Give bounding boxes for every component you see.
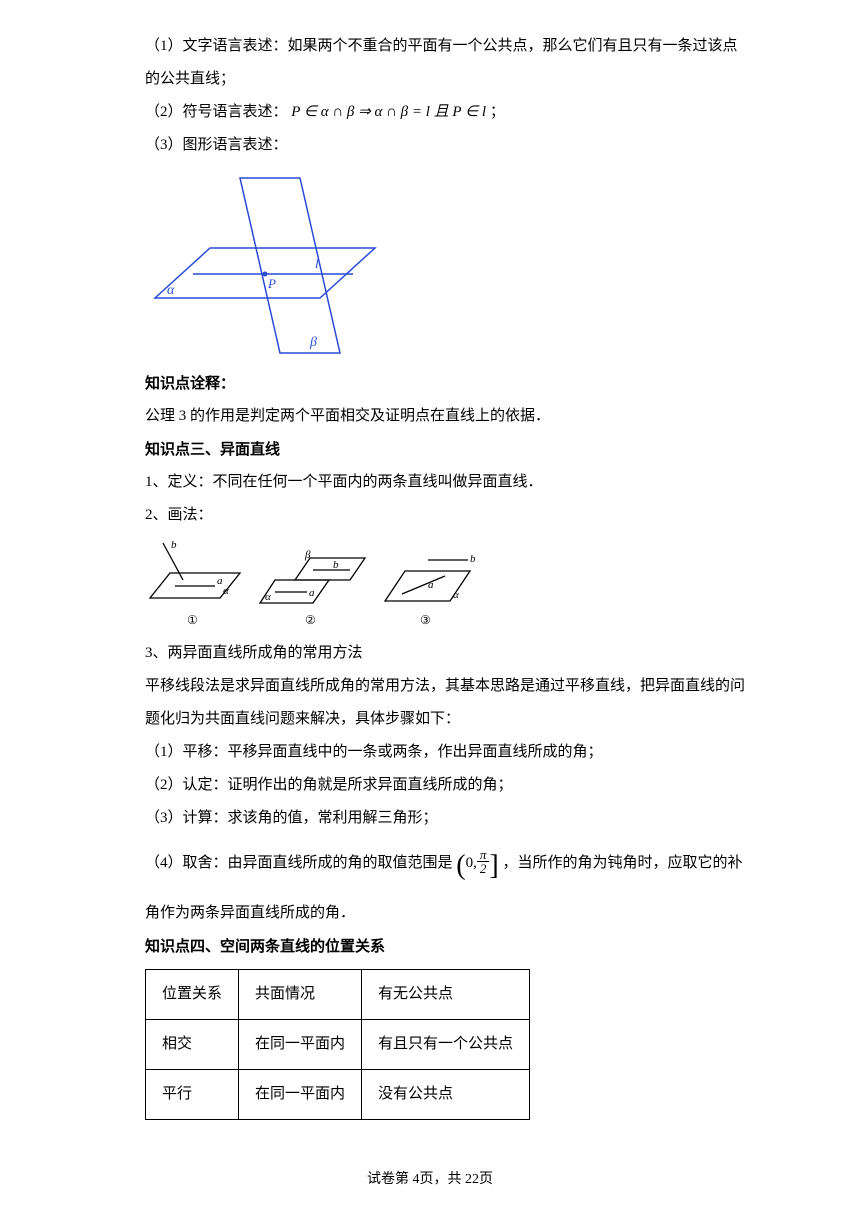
svg-text:①: ① <box>187 613 198 627</box>
para-3: （3）图形语言表述： <box>145 129 745 162</box>
k3-step3: （3）计算：求该角的值，常利用解三角形； <box>145 802 745 835</box>
formula-symbolic: P ∈ α ∩ β ⇒ α ∩ β = l 且 P ∈ l <box>291 104 486 120</box>
k3-body1: 平移线段法是求异面直线所成角的常用方法，其基本思路是通过平移直线，把异面直线的问… <box>145 670 745 736</box>
svg-text:α: α <box>453 589 459 601</box>
heading-k3: 知识点三、异面直线 <box>145 433 745 466</box>
document-body: （1）文字语言表述：如果两个不重合的平面有一个公共点，那么它们有且只有一条过该点… <box>145 30 745 1120</box>
svg-text:b: b <box>470 553 475 565</box>
td-r2c3: 没有公共点 <box>362 1069 530 1119</box>
k3-step4: （4）取舍：由异面直线所成的角的取值范围是 (0,π2] ，当所作的角为钝角时，… <box>145 835 745 930</box>
para-2: （2）符号语言表述： P ∈ α ∩ β ⇒ α ∩ β = l 且 P ∈ l… <box>145 96 745 129</box>
svg-text:α: α <box>223 585 229 597</box>
label-beta: β <box>309 335 317 350</box>
figure-intersecting-planes: P l α β <box>145 168 395 363</box>
heading-comment: 知识点诠释： <box>145 367 745 400</box>
svg-text:α: α <box>265 591 271 603</box>
svg-text:a: a <box>428 579 434 591</box>
td-r1c2: 在同一平面内 <box>239 1019 362 1069</box>
k3-def: 1、定义：不同在任何一个平面内的两条直线叫做异面直线． <box>145 466 745 499</box>
svg-text:b: b <box>333 559 339 571</box>
td-r2c2: 在同一平面内 <box>239 1069 362 1119</box>
page-footer: 试卷第 4页，共 22页 <box>0 1168 860 1188</box>
th-coplanar: 共面情况 <box>239 969 362 1019</box>
th-relation: 位置关系 <box>146 969 239 1019</box>
para-2-prefix: （2）符号语言表述： <box>145 104 288 120</box>
label-alpha: α <box>167 283 175 298</box>
td-r1c3: 有且只有一个公共点 <box>362 1019 530 1069</box>
comment-body: 公理 3 的作用是判定两个平面相交及证明点在直线上的依据． <box>145 400 745 433</box>
svg-text:②: ② <box>305 613 316 627</box>
para-2-suffix: ； <box>490 104 505 120</box>
k3-step4-prefix: （4）取舍：由异面直线所成的角的取值范围是 <box>145 855 453 871</box>
label-l: l <box>315 256 319 271</box>
svg-text:b: b <box>171 539 177 551</box>
td-r1c1: 相交 <box>146 1019 239 1069</box>
th-commonpoint: 有无公共点 <box>362 969 530 1019</box>
k3-draw: 2、画法： <box>145 499 745 532</box>
figure-skew-lines: a b α ① a b α β ② a <box>145 538 475 633</box>
svg-text:β: β <box>304 549 311 561</box>
label-p: P <box>267 276 276 291</box>
heading-k4: 知识点四、空间两条直线的位置关系 <box>145 930 745 963</box>
k3-step1: （1）平移：平移异面直线中的一条或两条，作出异面直线所成的角； <box>145 736 745 769</box>
k3-3: 3、两异面直线所成角的常用方法 <box>145 637 745 670</box>
svg-text:a: a <box>309 587 315 599</box>
td-r2c1: 平行 <box>146 1069 239 1119</box>
k3-step2: （2）认定：证明作出的角就是所求异面直线所成的角； <box>145 769 745 802</box>
para-1: （1）文字语言表述：如果两个不重合的平面有一个公共点，那么它们有且只有一条过该点… <box>145 30 745 96</box>
position-relation-table: 位置关系 共面情况 有无公共点 相交 在同一平面内 有且只有一个公共点 平行 在… <box>145 969 530 1120</box>
svg-text:③: ③ <box>420 613 431 627</box>
